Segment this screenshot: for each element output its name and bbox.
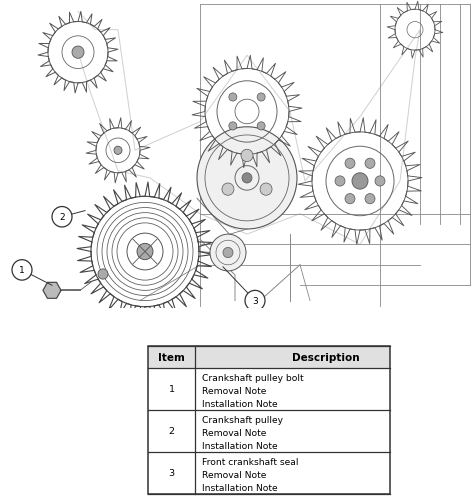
Circle shape <box>210 234 246 272</box>
Circle shape <box>345 159 355 169</box>
Text: Front crankshaft seal
Removal Note
Installation Note: Front crankshaft seal Removal Note Insta… <box>202 457 299 491</box>
Text: 3: 3 <box>252 297 258 306</box>
Circle shape <box>375 176 385 187</box>
Circle shape <box>12 260 32 281</box>
Circle shape <box>242 173 252 184</box>
Circle shape <box>222 184 234 196</box>
Text: 1: 1 <box>168 385 174 394</box>
Circle shape <box>229 123 237 131</box>
Circle shape <box>114 147 122 155</box>
Text: Description: Description <box>292 352 360 362</box>
Circle shape <box>245 291 265 311</box>
Circle shape <box>137 244 153 260</box>
Polygon shape <box>43 283 61 299</box>
Circle shape <box>98 270 108 280</box>
Circle shape <box>352 173 368 190</box>
Circle shape <box>197 128 297 229</box>
Circle shape <box>365 159 375 169</box>
Circle shape <box>257 94 265 102</box>
Circle shape <box>345 194 355 204</box>
Text: 2: 2 <box>59 213 65 222</box>
Circle shape <box>223 248 233 258</box>
Circle shape <box>52 207 72 227</box>
Text: Crankshaft pulley bolt
Removal Note
Installation Note: Crankshaft pulley bolt Removal Note Inst… <box>202 373 304 408</box>
Text: Item: Item <box>158 352 185 362</box>
Circle shape <box>72 47 84 59</box>
Circle shape <box>229 94 237 102</box>
Circle shape <box>241 150 253 162</box>
Text: 1: 1 <box>19 266 25 275</box>
Text: Crankshaft pulley
Removal Note
Installation Note: Crankshaft pulley Removal Note Installat… <box>202 415 283 450</box>
Text: 3: 3 <box>168 468 174 477</box>
Circle shape <box>257 123 265 131</box>
Circle shape <box>260 184 272 196</box>
Circle shape <box>335 176 345 187</box>
Circle shape <box>365 194 375 204</box>
FancyBboxPatch shape <box>148 346 390 368</box>
Text: 2: 2 <box>168 426 174 435</box>
